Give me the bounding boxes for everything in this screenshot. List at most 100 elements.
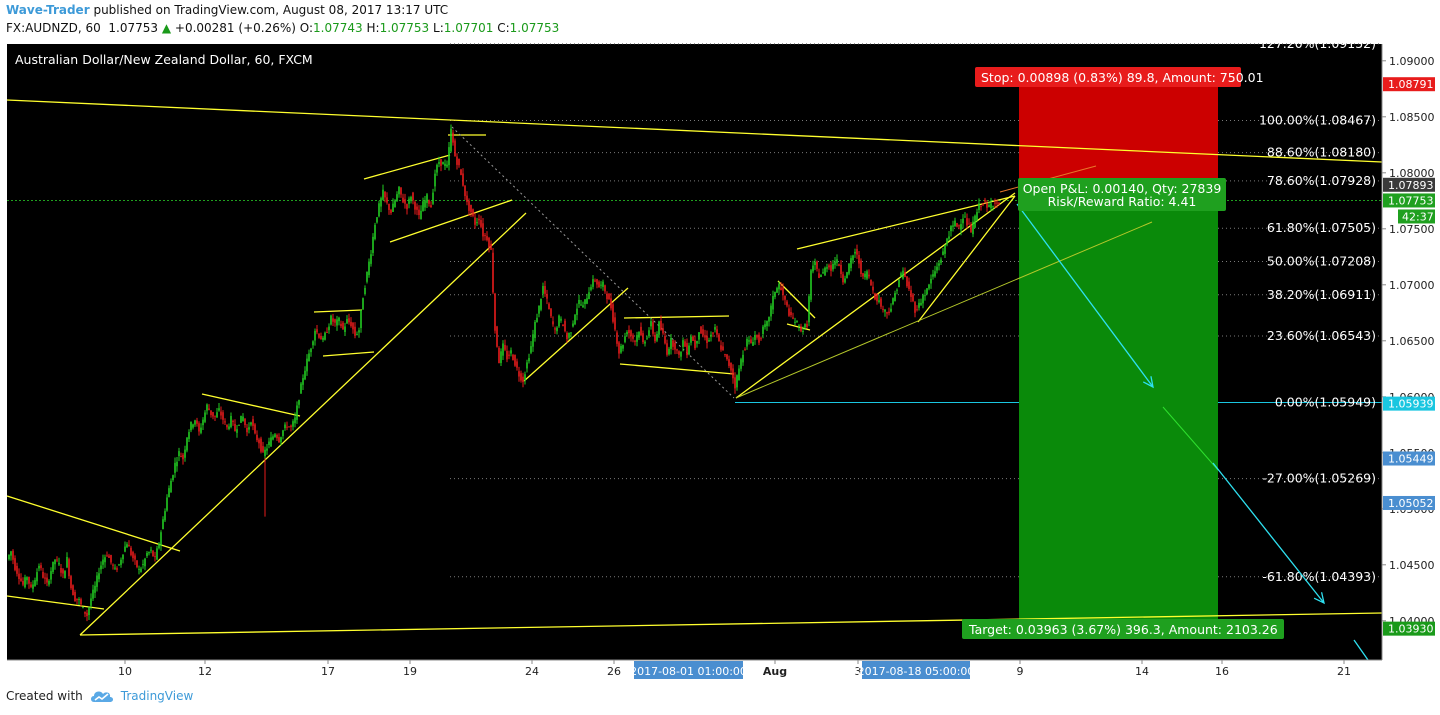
- trendlines[interactable]: [6, 99, 1383, 636]
- fib-level-label: -61.80%(1.04393): [1262, 569, 1376, 584]
- ohlc-header: FX:AUDNZD, 60 1.07753 ▲ +0.00281 (+0.26%…: [6, 21, 559, 35]
- target-zone: [1019, 200, 1218, 629]
- candle-body: [26, 577, 28, 581]
- candle-body: [982, 203, 984, 205]
- candle-body: [524, 374, 526, 381]
- candle-body: [378, 203, 380, 217]
- candle-body: [558, 315, 560, 327]
- pnl-label-box: [1018, 178, 1226, 211]
- candle-body: [300, 383, 302, 394]
- candle-body: [342, 322, 344, 330]
- candle-body: [662, 328, 664, 334]
- candle-body: [398, 186, 400, 195]
- candle-body: [470, 204, 472, 213]
- candle-body: [834, 261, 836, 265]
- trendline: [6, 99, 1383, 163]
- candle-body: [390, 209, 392, 214]
- candle-body: [340, 323, 342, 327]
- countdown-label: 42:37: [1402, 210, 1434, 223]
- candle-body: [978, 203, 980, 210]
- candle-body: [248, 427, 250, 430]
- candle-body: [898, 279, 900, 288]
- candle-body: [910, 290, 912, 297]
- candle-body: [976, 212, 978, 221]
- candle-body: [18, 573, 20, 580]
- candle-body: [796, 321, 798, 323]
- candle-body: [692, 336, 694, 341]
- candle-body: [234, 423, 236, 432]
- candle-body: [408, 198, 410, 204]
- candle-body: [876, 294, 878, 302]
- candle-body: [700, 326, 702, 334]
- candle-body: [472, 209, 474, 216]
- candle-body: [664, 336, 666, 344]
- candle-body: [362, 298, 364, 310]
- fib-retracement[interactable]: 127.20%(1.09152) 100.00%(1.08467) 88.60%(1…: [450, 36, 1382, 584]
- fib-level-label: 78.60%(1.07928): [1267, 173, 1376, 188]
- candle-body: [272, 436, 274, 440]
- candle-body: [922, 295, 924, 304]
- candle-body: [328, 326, 330, 331]
- candle-body: [258, 439, 260, 444]
- candle-body: [446, 164, 448, 167]
- candle-body: [798, 325, 800, 327]
- candle-body: [60, 567, 62, 573]
- candle-body: [368, 261, 370, 276]
- candle-body: [134, 555, 136, 560]
- candle-body: [332, 318, 334, 322]
- candle-body: [108, 555, 110, 558]
- candle-body: [92, 589, 94, 599]
- projection-arrows[interactable]: [1016, 203, 1369, 661]
- fib-level-label: 50.00%(1.07208): [1267, 254, 1376, 269]
- candle-body: [82, 607, 84, 609]
- candle-body: [502, 343, 504, 356]
- candle-body: [56, 559, 58, 561]
- candle-body: [822, 272, 824, 274]
- footer: Created with TradingView: [6, 689, 193, 703]
- candle-body: [996, 202, 998, 204]
- candle-body: [364, 287, 366, 295]
- price-marker: [1383, 396, 1435, 411]
- candle-body: [208, 408, 210, 410]
- candle-body: [622, 345, 624, 349]
- candle-body: [426, 194, 428, 203]
- trendline: [322, 351, 375, 357]
- trendline: [201, 393, 301, 417]
- published-text: published on TradingView.com, August 08,…: [93, 3, 449, 17]
- candle-body: [948, 236, 950, 239]
- candle-body: [284, 424, 286, 429]
- candle-body: [302, 378, 304, 385]
- candle-body: [476, 222, 478, 224]
- candle-body: [322, 337, 324, 340]
- candle-body: [160, 532, 162, 546]
- candle-body: [52, 561, 54, 572]
- author-link[interactable]: Wave-Trader: [6, 3, 90, 17]
- short-position-tool[interactable]: [7, 84, 1382, 629]
- candle-body: [128, 544, 130, 547]
- candle-body: [64, 570, 66, 579]
- candle-body: [20, 578, 22, 581]
- candle-body: [606, 293, 608, 300]
- trendline: [389, 199, 513, 243]
- candle-body: [720, 345, 722, 350]
- tradingview-link[interactable]: TradingView: [120, 689, 194, 703]
- candle-body: [360, 309, 362, 329]
- candle-body: [236, 429, 238, 433]
- candle-body: [316, 329, 318, 333]
- candle-body: [940, 259, 942, 263]
- candle-body: [774, 291, 776, 297]
- price-axis[interactable]: [1382, 44, 1440, 660]
- candle-body: [666, 343, 668, 355]
- candle-body: [32, 584, 34, 589]
- candle-body: [432, 192, 434, 204]
- candle-body: [744, 349, 746, 351]
- target-label: Target: 0.03963 (3.67%) 396.3, Amount: 2…: [968, 622, 1278, 637]
- candle-body: [654, 334, 656, 342]
- candle-body: [754, 335, 756, 341]
- candle-body: [702, 329, 704, 336]
- candle-body: [522, 376, 524, 383]
- candle-body: [510, 350, 512, 354]
- publish-header: Wave-Trader published on TradingView.com…: [6, 3, 448, 17]
- candle-body: [62, 569, 64, 574]
